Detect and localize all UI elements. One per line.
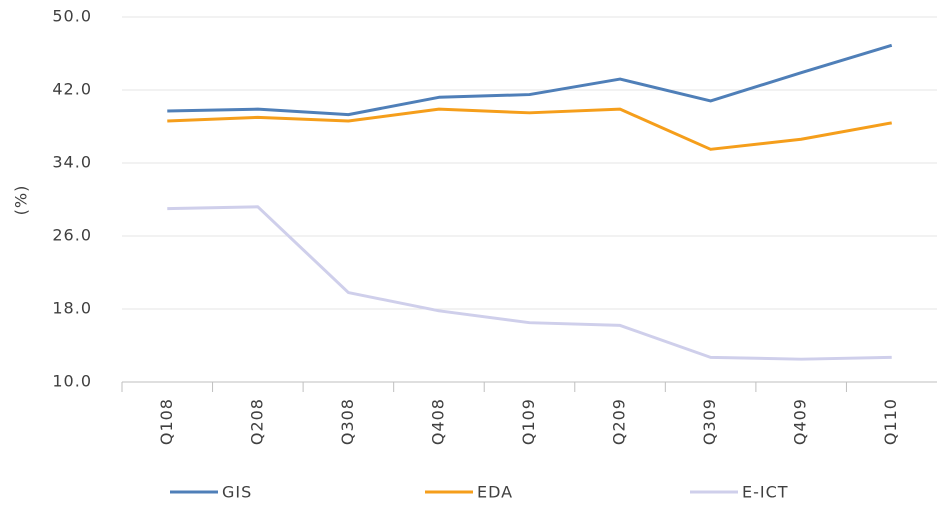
x-tick-label: Q108	[157, 398, 176, 445]
series-line	[167, 205, 892, 361]
y-tick-label: 10.0	[52, 372, 92, 391]
y-tick-label: 26.0	[52, 226, 92, 245]
series-line	[167, 43, 893, 117]
legend-label: EDA	[477, 483, 513, 502]
x-tick-label: Q110	[881, 398, 900, 445]
legend-label: E-ICT	[742, 483, 789, 502]
legend-label: GIS	[222, 483, 252, 502]
x-tick-label: Q309	[700, 398, 719, 445]
x-tick-label: Q409	[791, 398, 810, 445]
x-tick-label: Q308	[338, 398, 357, 445]
x-tick-label: Q408	[428, 398, 447, 445]
y-tick-label: 34.0	[52, 153, 92, 172]
y-tick-label: 50.0	[52, 7, 92, 26]
x-tick-label: Q209	[610, 398, 629, 445]
y-tick-label: 42.0	[52, 80, 92, 99]
x-tick-label: Q208	[247, 398, 266, 445]
series-line	[167, 107, 892, 151]
y-axis-label: (%)	[12, 185, 31, 216]
x-tick-label: Q109	[519, 398, 538, 445]
y-tick-label: 18.0	[52, 299, 92, 318]
